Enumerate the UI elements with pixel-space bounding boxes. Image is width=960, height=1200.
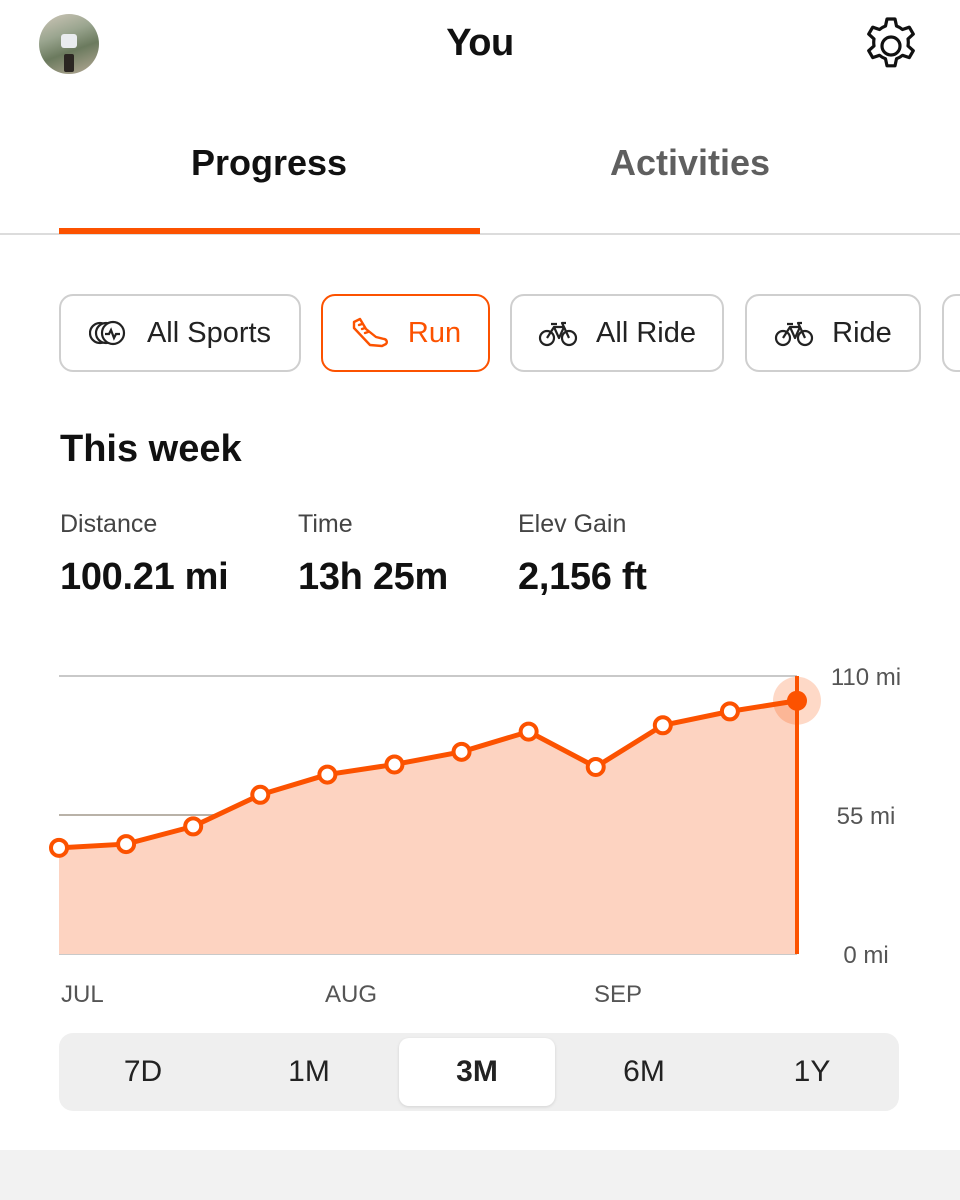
stat-elev-value: 2,156 ft: [518, 556, 647, 598]
avatar-figure-legs: [64, 54, 74, 72]
filter-label: All Sports: [146, 316, 272, 349]
filter-label: All Ride: [596, 316, 696, 349]
y-tick-label: 110 mi: [831, 664, 901, 691]
range-1m[interactable]: 1M: [288, 1055, 330, 1088]
filter-more-partial[interactable]: [942, 294, 960, 372]
area-fill: [59, 700, 797, 954]
filter-run[interactable]: Run: [321, 294, 490, 372]
filter-all-ride[interactable]: All Ride: [510, 294, 724, 372]
data-point: [585, 756, 606, 777]
stat-distance-value: 100.21 mi: [60, 556, 229, 598]
range-3m[interactable]: 3M: [399, 1038, 555, 1106]
tab-progress[interactable]: Progress: [190, 142, 348, 183]
weekly-distance-chart[interactable]: 110 mi 55 mi 0 mi JUL AUG SEP: [0, 640, 960, 1020]
data-point: [49, 837, 69, 858]
range-7d[interactable]: 7D: [123, 1055, 163, 1088]
stat-elev-label: Elev Gain: [518, 510, 627, 538]
x-tick-label: SEP: [594, 981, 642, 1008]
tab-bar: Progress Activities: [0, 120, 960, 235]
time-range-selector: 7D 1M 3M 6M 1Y: [59, 1033, 899, 1111]
highlight-point: [787, 690, 807, 711]
x-tick-label: AUG: [325, 981, 377, 1008]
data-point: [317, 764, 338, 785]
avatar-figure-shirt: [61, 34, 77, 48]
stat-time-label: Time: [298, 510, 353, 538]
page-title: You: [446, 22, 514, 64]
range-6m[interactable]: 6M: [623, 1055, 665, 1088]
running-shoe-icon: [352, 317, 388, 348]
data-point: [652, 715, 673, 736]
data-point: [116, 834, 137, 855]
data-point: [451, 741, 472, 762]
data-point: [183, 816, 204, 837]
filter-label: Ride: [832, 316, 892, 349]
filter-ride[interactable]: Ride: [745, 294, 921, 372]
data-point: [384, 754, 405, 775]
tab-activities[interactable]: Activities: [609, 142, 771, 183]
x-tick-label: JUL: [61, 981, 104, 1008]
y-tick-label: 55 mi: [837, 803, 896, 830]
filter-all-sports[interactable]: All Sports: [59, 294, 301, 372]
stat-time-value: 13h 25m: [298, 556, 448, 598]
stat-distance-label: Distance: [60, 510, 158, 538]
data-point: [250, 784, 271, 805]
section-divider: [0, 1150, 960, 1200]
active-tab-indicator: [59, 228, 480, 234]
bike-icon: [775, 321, 814, 347]
bike-icon: [538, 321, 578, 347]
all-sports-icon: [88, 320, 126, 346]
gear-icon[interactable]: [858, 13, 924, 79]
y-tick-label: 0 mi: [843, 942, 888, 969]
series-line: [58, 698, 798, 851]
user-avatar[interactable]: [39, 14, 99, 74]
range-1y[interactable]: 1Y: [793, 1055, 831, 1088]
summary-title: This week: [60, 428, 242, 470]
data-point: [518, 721, 539, 742]
data-point: [719, 701, 740, 722]
filter-label: Run: [407, 316, 462, 349]
